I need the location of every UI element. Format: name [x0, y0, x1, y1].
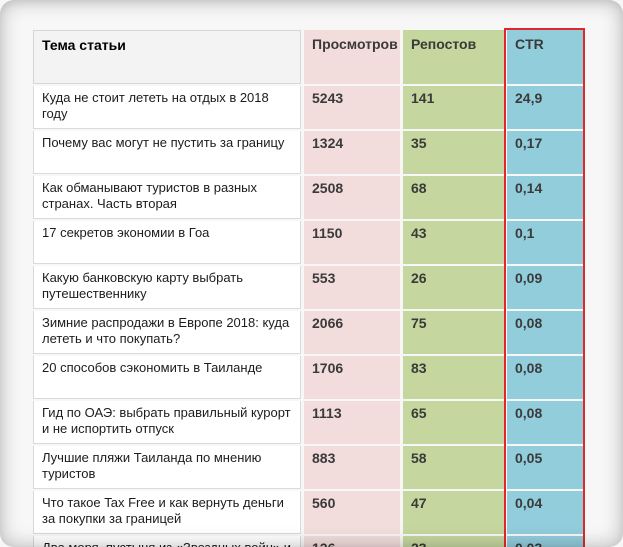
ctr-cell: 0,08: [507, 311, 583, 354]
column-header-topic: Тема статьи: [33, 30, 301, 84]
ctr-cell: 0,17: [507, 131, 583, 174]
table-body: Куда не стоит лететь на отдых в 2018 год…: [33, 86, 583, 547]
article-stats-table: Тема статьи Просмотров Репостов CTR Куда…: [30, 28, 586, 547]
table-row: Как обманывают туристов в разных странах…: [33, 176, 583, 219]
reposts-cell: 83: [403, 356, 504, 399]
stats-table: Тема статьи Просмотров Репостов CTR Куда…: [30, 28, 586, 547]
views-cell: 2066: [304, 311, 400, 354]
views-cell: 126: [304, 536, 400, 547]
reposts-cell: 65: [403, 401, 504, 444]
column-header-reposts: Репостов: [403, 30, 504, 84]
views-cell: 1150: [304, 221, 400, 264]
table-row: Лучшие пляжи Таиланда по мнению туристов…: [33, 446, 583, 489]
topic-cell: Два моря, пустыня из «Звездных войн» и е…: [33, 536, 301, 547]
table-row: Зимние распродажи в Европе 2018: куда ле…: [33, 311, 583, 354]
topic-cell: Как обманывают туристов в разных странах…: [33, 176, 301, 219]
ctr-cell: 24,9: [507, 86, 583, 129]
views-cell: 560: [304, 491, 400, 534]
views-cell: 883: [304, 446, 400, 489]
topic-cell: 17 секретов экономии в Гоа: [33, 221, 301, 264]
reposts-cell: 35: [403, 131, 504, 174]
reposts-cell: 58: [403, 446, 504, 489]
topic-cell: Лучшие пляжи Таиланда по мнению туристов: [33, 446, 301, 489]
table-row: Почему вас могут не пустить за границу 13…: [33, 131, 583, 174]
ctr-cell: 0,04: [507, 491, 583, 534]
ctr-cell: 0,08: [507, 401, 583, 444]
table-row: Два моря, пустыня из «Звездных войн» и е…: [33, 536, 583, 547]
ctr-cell: 0,1: [507, 221, 583, 264]
views-cell: 1706: [304, 356, 400, 399]
table-header: Тема статьи Просмотров Репостов CTR: [33, 30, 583, 84]
column-header-ctr: CTR: [507, 30, 583, 84]
table-row: 20 способов сэкономить в Таиланде 1706 83 0…: [33, 356, 583, 399]
ctr-cell: 0,14: [507, 176, 583, 219]
ctr-cell: 0,05: [507, 446, 583, 489]
views-cell: 2508: [304, 176, 400, 219]
topic-cell: Куда не стоит лететь на отдых в 2018 год…: [33, 86, 301, 129]
table-row: Гид по ОАЭ: выбрать правильный курорт и …: [33, 401, 583, 444]
views-cell: 553: [304, 266, 400, 309]
topic-cell: Что такое Tax Free и как вернуть деньги …: [33, 491, 301, 534]
topic-cell: Зимние распродажи в Европе 2018: куда ле…: [33, 311, 301, 354]
reposts-cell: 75: [403, 311, 504, 354]
table-row: Какую банковскую карту выбрать путешеств…: [33, 266, 583, 309]
views-cell: 1113: [304, 401, 400, 444]
header-row: Тема статьи Просмотров Репостов CTR: [33, 30, 583, 84]
reposts-cell: 47: [403, 491, 504, 534]
ctr-cell: 0,08: [507, 356, 583, 399]
reposts-cell: 141: [403, 86, 504, 129]
topic-cell: Гид по ОАЭ: выбрать правильный курорт и …: [33, 401, 301, 444]
table-row: 17 секретов экономии в Гоа 1150 43 0,1: [33, 221, 583, 264]
topic-cell: Какую банковскую карту выбрать путешеств…: [33, 266, 301, 309]
views-cell: 5243: [304, 86, 400, 129]
ctr-cell: 0,09: [507, 266, 583, 309]
reposts-cell: 23: [403, 536, 504, 547]
topic-cell: Почему вас могут не пустить за границу: [33, 131, 301, 174]
table-row: Что такое Tax Free и как вернуть деньги …: [33, 491, 583, 534]
reposts-cell: 43: [403, 221, 504, 264]
reposts-cell: 68: [403, 176, 504, 219]
column-header-views: Просмотров: [304, 30, 400, 84]
table-row: Куда не стоит лететь на отдых в 2018 год…: [33, 86, 583, 129]
views-cell: 1324: [304, 131, 400, 174]
ctr-cell: 0,03: [507, 536, 583, 547]
reposts-cell: 26: [403, 266, 504, 309]
topic-cell: 20 способов сэкономить в Таиланде: [33, 356, 301, 399]
